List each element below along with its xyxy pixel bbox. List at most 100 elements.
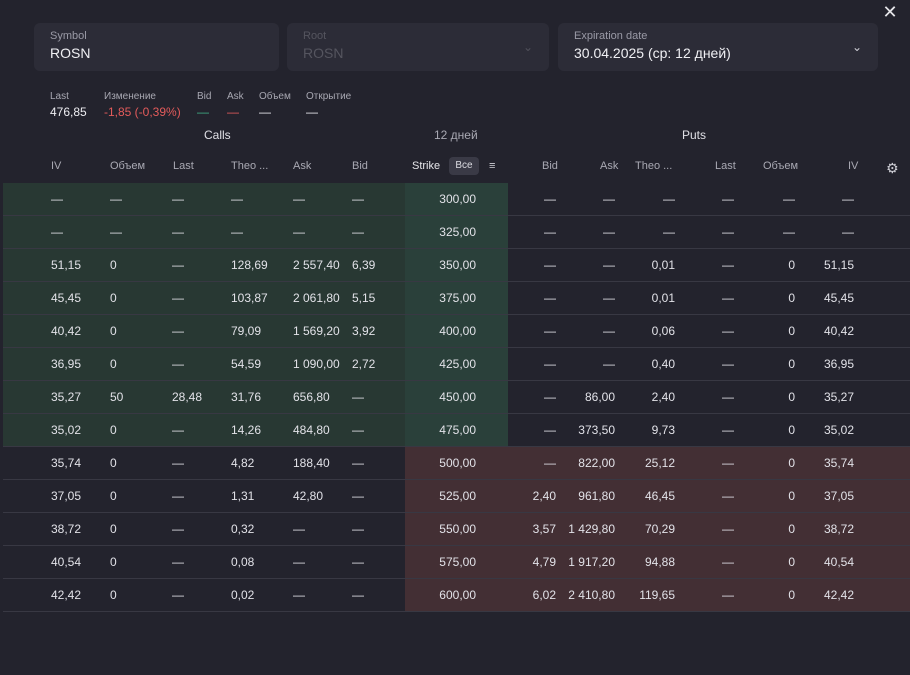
- cell-c-theo[interactable]: 0,08: [231, 555, 255, 569]
- cell-c-theo[interactable]: 0,02: [231, 588, 255, 602]
- cell-c-bid[interactable]: —: [352, 588, 364, 602]
- cell-p-ask[interactable]: —: [603, 291, 615, 305]
- table-row[interactable]: 36,95 0 — 54,59 1 090,00 2,72 425,00 — — 0,40 — 0 36…: [3, 348, 910, 381]
- table-row[interactable]: 38,72 0 — 0,32 — — 550,00 3,57 1 429,80 70,29 — 0 38…: [3, 513, 910, 546]
- cell-p-iv[interactable]: 42,42: [823, 588, 854, 602]
- cell-p-ask[interactable]: 961,80: [578, 489, 615, 503]
- cell-c-vol[interactable]: 50: [110, 390, 124, 404]
- cell-p-iv[interactable]: 40,54: [823, 555, 854, 569]
- col-call-theo[interactable]: Theo ...: [231, 160, 269, 172]
- cell-p-vol[interactable]: —: [783, 225, 795, 239]
- cell-c-iv[interactable]: 42,42: [51, 588, 82, 602]
- cell-c-ask[interactable]: 656,80: [293, 390, 330, 404]
- cell-c-ask[interactable]: —: [293, 588, 305, 602]
- cell-c-vol[interactable]: 0: [110, 423, 117, 437]
- cell-p-theo[interactable]: 0,06: [651, 324, 675, 338]
- cell-c-theo[interactable]: 128,69: [231, 258, 268, 272]
- cell-c-iv[interactable]: 37,05: [51, 489, 82, 503]
- cell-p-bid[interactable]: —: [544, 390, 556, 404]
- table-row[interactable]: 40,42 0 — 79,09 1 569,20 3,92 400,00 — — 0,06 — 0 40…: [3, 315, 910, 348]
- table-row[interactable]: 40,54 0 — 0,08 — — 575,00 4,79 1 917,20 94,88 — 0 40…: [3, 546, 910, 579]
- cell-p-iv[interactable]: 40,42: [823, 324, 854, 338]
- cell-p-last[interactable]: —: [722, 192, 734, 206]
- cell-strike[interactable]: 550,00: [439, 522, 476, 536]
- cell-c-ask[interactable]: 2 557,40: [293, 258, 340, 272]
- cell-c-last[interactable]: —: [172, 258, 184, 272]
- cell-c-iv[interactable]: 40,42: [51, 324, 82, 338]
- cell-c-theo[interactable]: 0,32: [231, 522, 255, 536]
- cell-p-vol[interactable]: 0: [788, 258, 795, 272]
- cell-p-iv[interactable]: 51,15: [823, 258, 854, 272]
- cell-p-theo[interactable]: 0,40: [651, 357, 675, 371]
- cell-c-vol[interactable]: —: [110, 225, 122, 239]
- cell-c-ask[interactable]: —: [293, 522, 305, 536]
- cell-p-theo[interactable]: 94,88: [644, 555, 675, 569]
- cell-c-theo[interactable]: 103,87: [231, 291, 268, 305]
- cell-c-last[interactable]: —: [172, 357, 184, 371]
- cell-p-vol[interactable]: 0: [788, 522, 795, 536]
- cell-p-bid[interactable]: —: [544, 291, 556, 305]
- cell-c-bid[interactable]: 2,72: [352, 357, 376, 371]
- table-row[interactable]: 51,15 0 — 128,69 2 557,40 6,39 350,00 — — 0,01 — 0 5…: [3, 249, 910, 282]
- cell-strike[interactable]: 425,00: [439, 357, 476, 371]
- cell-c-theo[interactable]: 79,09: [231, 324, 262, 338]
- cell-p-ask[interactable]: —: [603, 225, 615, 239]
- cell-c-theo[interactable]: 4,82: [231, 456, 255, 470]
- settings-sliders-icon[interactable]: ⚙: [886, 160, 899, 176]
- table-row[interactable]: — — — — — — 300,00 — — — — — —: [3, 183, 910, 216]
- col-call-ask[interactable]: Ask: [293, 160, 312, 172]
- cell-strike[interactable]: 475,00: [439, 423, 476, 437]
- col-put-last[interactable]: Last: [715, 160, 736, 172]
- cell-c-iv[interactable]: 35,74: [51, 456, 82, 470]
- cell-p-bid[interactable]: —: [544, 324, 556, 338]
- cell-p-bid[interactable]: —: [544, 456, 556, 470]
- cell-c-vol[interactable]: 0: [110, 588, 117, 602]
- cell-p-theo[interactable]: 70,29: [644, 522, 675, 536]
- cell-c-iv[interactable]: 35,27: [51, 390, 82, 404]
- cell-c-theo[interactable]: —: [231, 192, 243, 206]
- cell-c-last[interactable]: —: [172, 225, 184, 239]
- cell-c-bid[interactable]: —: [352, 456, 364, 470]
- cell-p-iv[interactable]: —: [842, 225, 854, 239]
- col-put-theo[interactable]: Theo ...: [635, 160, 673, 172]
- cell-strike[interactable]: 325,00: [439, 225, 476, 239]
- cell-p-ask[interactable]: 1 429,80: [568, 522, 615, 536]
- cell-c-vol[interactable]: 0: [110, 258, 117, 272]
- cell-c-bid[interactable]: 6,39: [352, 258, 376, 272]
- cell-p-theo[interactable]: 9,73: [651, 423, 675, 437]
- cell-c-bid[interactable]: —: [352, 423, 364, 437]
- cell-p-bid[interactable]: —: [544, 423, 556, 437]
- cell-c-iv[interactable]: 38,72: [51, 522, 82, 536]
- cell-c-ask[interactable]: —: [293, 192, 305, 206]
- cell-p-last[interactable]: —: [722, 357, 734, 371]
- cell-c-iv[interactable]: 51,15: [51, 258, 82, 272]
- cell-p-vol[interactable]: 0: [788, 357, 795, 371]
- cell-c-theo[interactable]: 54,59: [231, 357, 262, 371]
- table-row[interactable]: — — — — — — 325,00 — — — — — —: [3, 216, 910, 249]
- cell-p-iv[interactable]: 35,27: [823, 390, 854, 404]
- cell-p-iv[interactable]: 35,02: [823, 423, 854, 437]
- col-call-last[interactable]: Last: [173, 160, 194, 172]
- cell-c-last[interactable]: —: [172, 192, 184, 206]
- cell-c-vol[interactable]: 0: [110, 324, 117, 338]
- cell-p-last[interactable]: —: [722, 489, 734, 503]
- cell-c-ask[interactable]: 2 061,80: [293, 291, 340, 305]
- cell-strike[interactable]: 450,00: [439, 390, 476, 404]
- col-call-volume[interactable]: Объем: [110, 160, 146, 172]
- cell-p-iv[interactable]: 38,72: [823, 522, 854, 536]
- cell-p-last[interactable]: —: [722, 258, 734, 272]
- cell-p-iv[interactable]: 45,45: [823, 291, 854, 305]
- cell-p-vol[interactable]: 0: [788, 291, 795, 305]
- cell-p-theo[interactable]: 119,65: [639, 588, 675, 602]
- table-row[interactable]: 35,74 0 — 4,82 188,40 — 500,00 — 822,00 25,12 — 0 35…: [3, 447, 910, 480]
- cell-p-theo[interactable]: 0,01: [651, 258, 675, 272]
- cell-p-vol[interactable]: 0: [788, 588, 795, 602]
- table-row[interactable]: 45,45 0 — 103,87 2 061,80 5,15 375,00 — — 0,01 — 0 4…: [3, 282, 910, 315]
- col-put-ask[interactable]: Ask: [600, 160, 619, 172]
- cell-p-ask[interactable]: —: [603, 192, 615, 206]
- cell-strike[interactable]: 525,00: [439, 489, 476, 503]
- cell-c-bid[interactable]: —: [352, 522, 364, 536]
- cell-p-bid[interactable]: 4,79: [532, 555, 556, 569]
- cell-c-last[interactable]: —: [172, 555, 184, 569]
- cell-p-bid[interactable]: —: [544, 225, 556, 239]
